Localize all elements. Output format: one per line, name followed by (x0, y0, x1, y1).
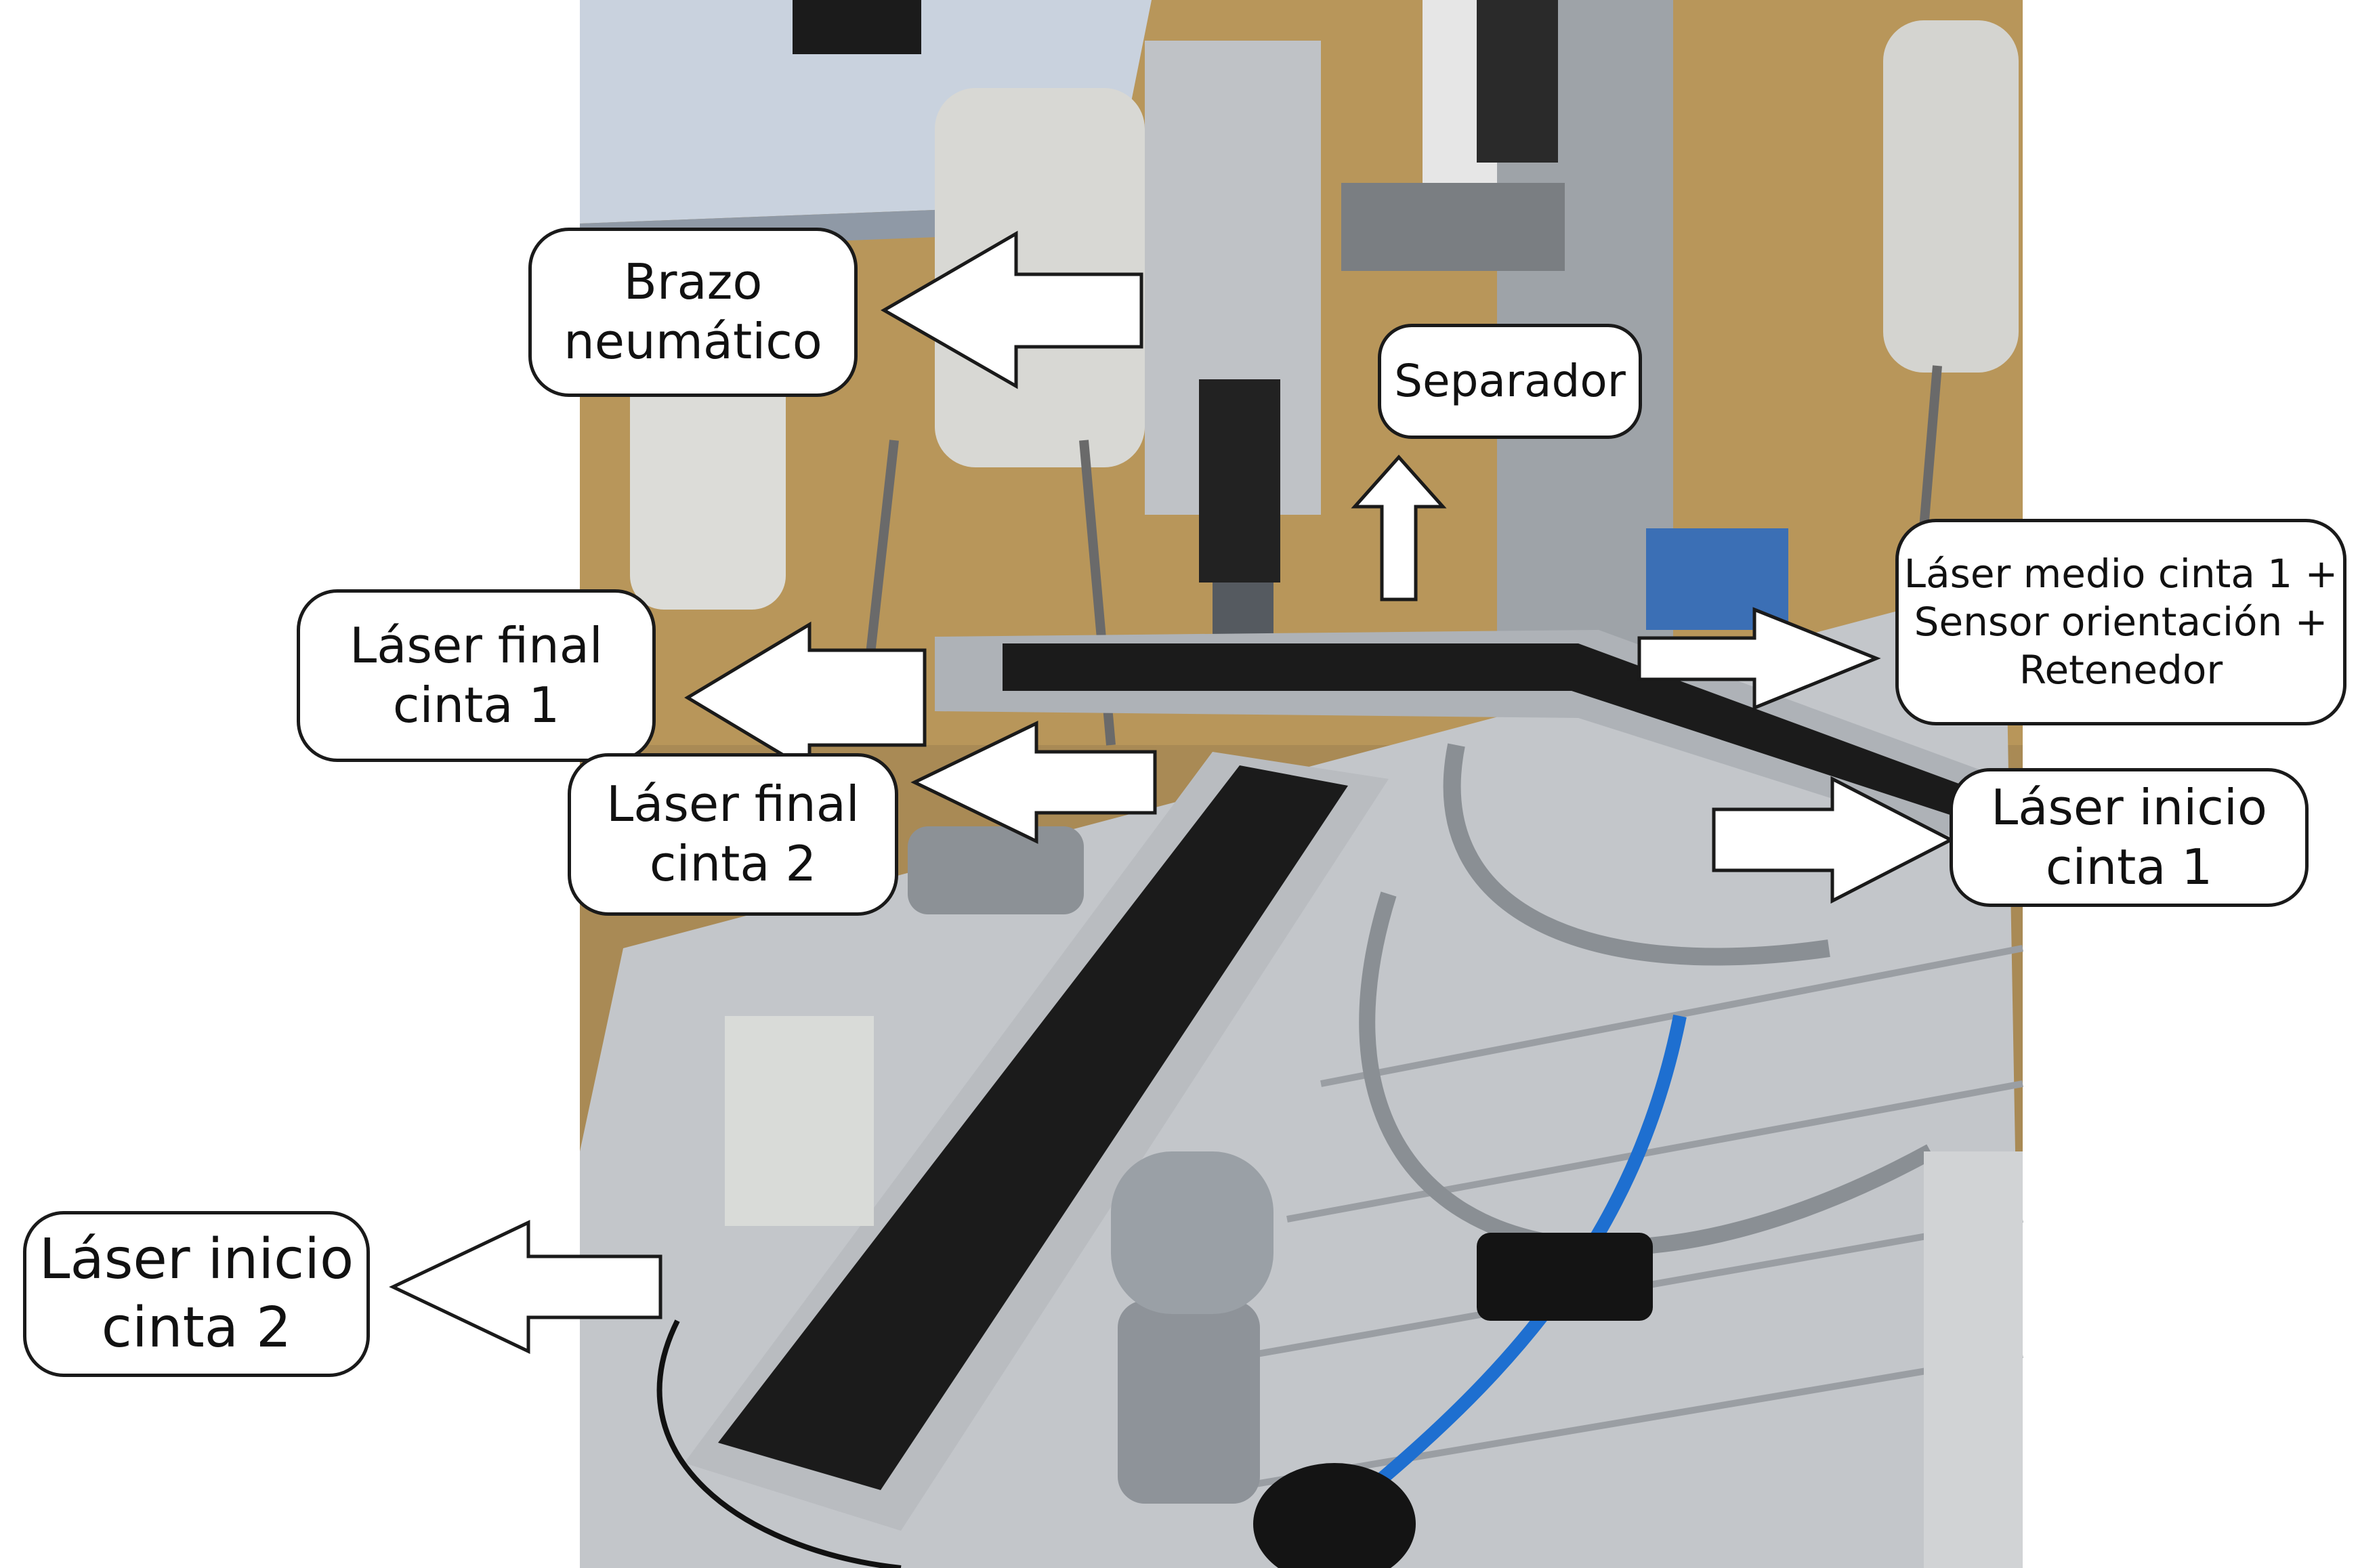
label-laser-final-cinta-2: Láser final cinta 2 (568, 753, 898, 916)
motor (1111, 1151, 1273, 1314)
label-separador-line-1: Separador (1394, 354, 1626, 407)
label-laser-final-1-line-1: Láser final (350, 616, 603, 674)
label-laser-medio-line-2: Sensor orientación + (1914, 599, 2328, 645)
conveyor-1-belt (1003, 643, 1964, 820)
label-laser-final-2-line-1: Láser final (606, 776, 860, 833)
arrow-laser-final-2-icon (910, 721, 1157, 844)
side-post (1924, 1151, 2023, 1568)
controller (725, 1016, 874, 1226)
label-laser-medio-line-3: Retenedor (2019, 646, 2223, 693)
label-brazo-line-2: neumático (564, 313, 822, 370)
arrow-separador-icon (1351, 454, 1447, 601)
label-laser-inicio-2-line-2: cinta 2 (101, 1295, 292, 1360)
arrow-laser-medio-1-icon (1637, 607, 1881, 711)
conveyor-2-belt (718, 765, 1348, 1490)
label-laser-final-1-line-2: cinta 1 (392, 676, 560, 734)
arrow-laser-inicio-2-icon (389, 1220, 662, 1354)
grey-cable (1443, 743, 1830, 966)
label-laser-inicio-cinta-2: Láser inicio cinta 2 (23, 1211, 370, 1377)
label-laser-inicio-1-line-1: Láser inicio (1991, 778, 2267, 836)
label-brazo-line-1: Brazo (623, 253, 763, 311)
arm-rod (1199, 379, 1280, 582)
label-laser-medio-line-1: Láser medio cinta 1 + (1903, 551, 2338, 597)
black-cable (656, 1319, 902, 1568)
motor (908, 826, 1084, 914)
black-cap (1253, 1463, 1416, 1568)
arm-rail (1341, 183, 1565, 271)
arrow-laser-final-1-icon (684, 621, 927, 774)
label-laser-inicio-2-line-1: Láser inicio (39, 1227, 354, 1292)
tower-relays (1477, 0, 1558, 163)
label-laser-final-cinta-1: Láser final cinta 1 (297, 589, 656, 762)
label-separador: Separador (1378, 324, 1642, 439)
arrow-laser-inicio-1-icon (1712, 776, 1955, 904)
table-device (793, 0, 921, 54)
arrow-brazo-icon (880, 230, 1143, 389)
motor (1118, 1300, 1260, 1504)
label-laser-inicio-1-line-2: cinta 1 (2045, 838, 2213, 895)
label-laser-final-2-line-2: cinta 2 (649, 835, 817, 892)
chair (1883, 20, 2019, 373)
label-brazo-neumatico: Brazo neumático (528, 228, 858, 397)
label-laser-inicio-cinta-1: Láser inicio cinta 1 (1950, 768, 2309, 907)
grey-cable (1359, 891, 1935, 1256)
velcro-strap (1477, 1233, 1653, 1321)
label-laser-medio-cinta-1: Láser medio cinta 1 + Sensor orientación… (1895, 519, 2346, 725)
